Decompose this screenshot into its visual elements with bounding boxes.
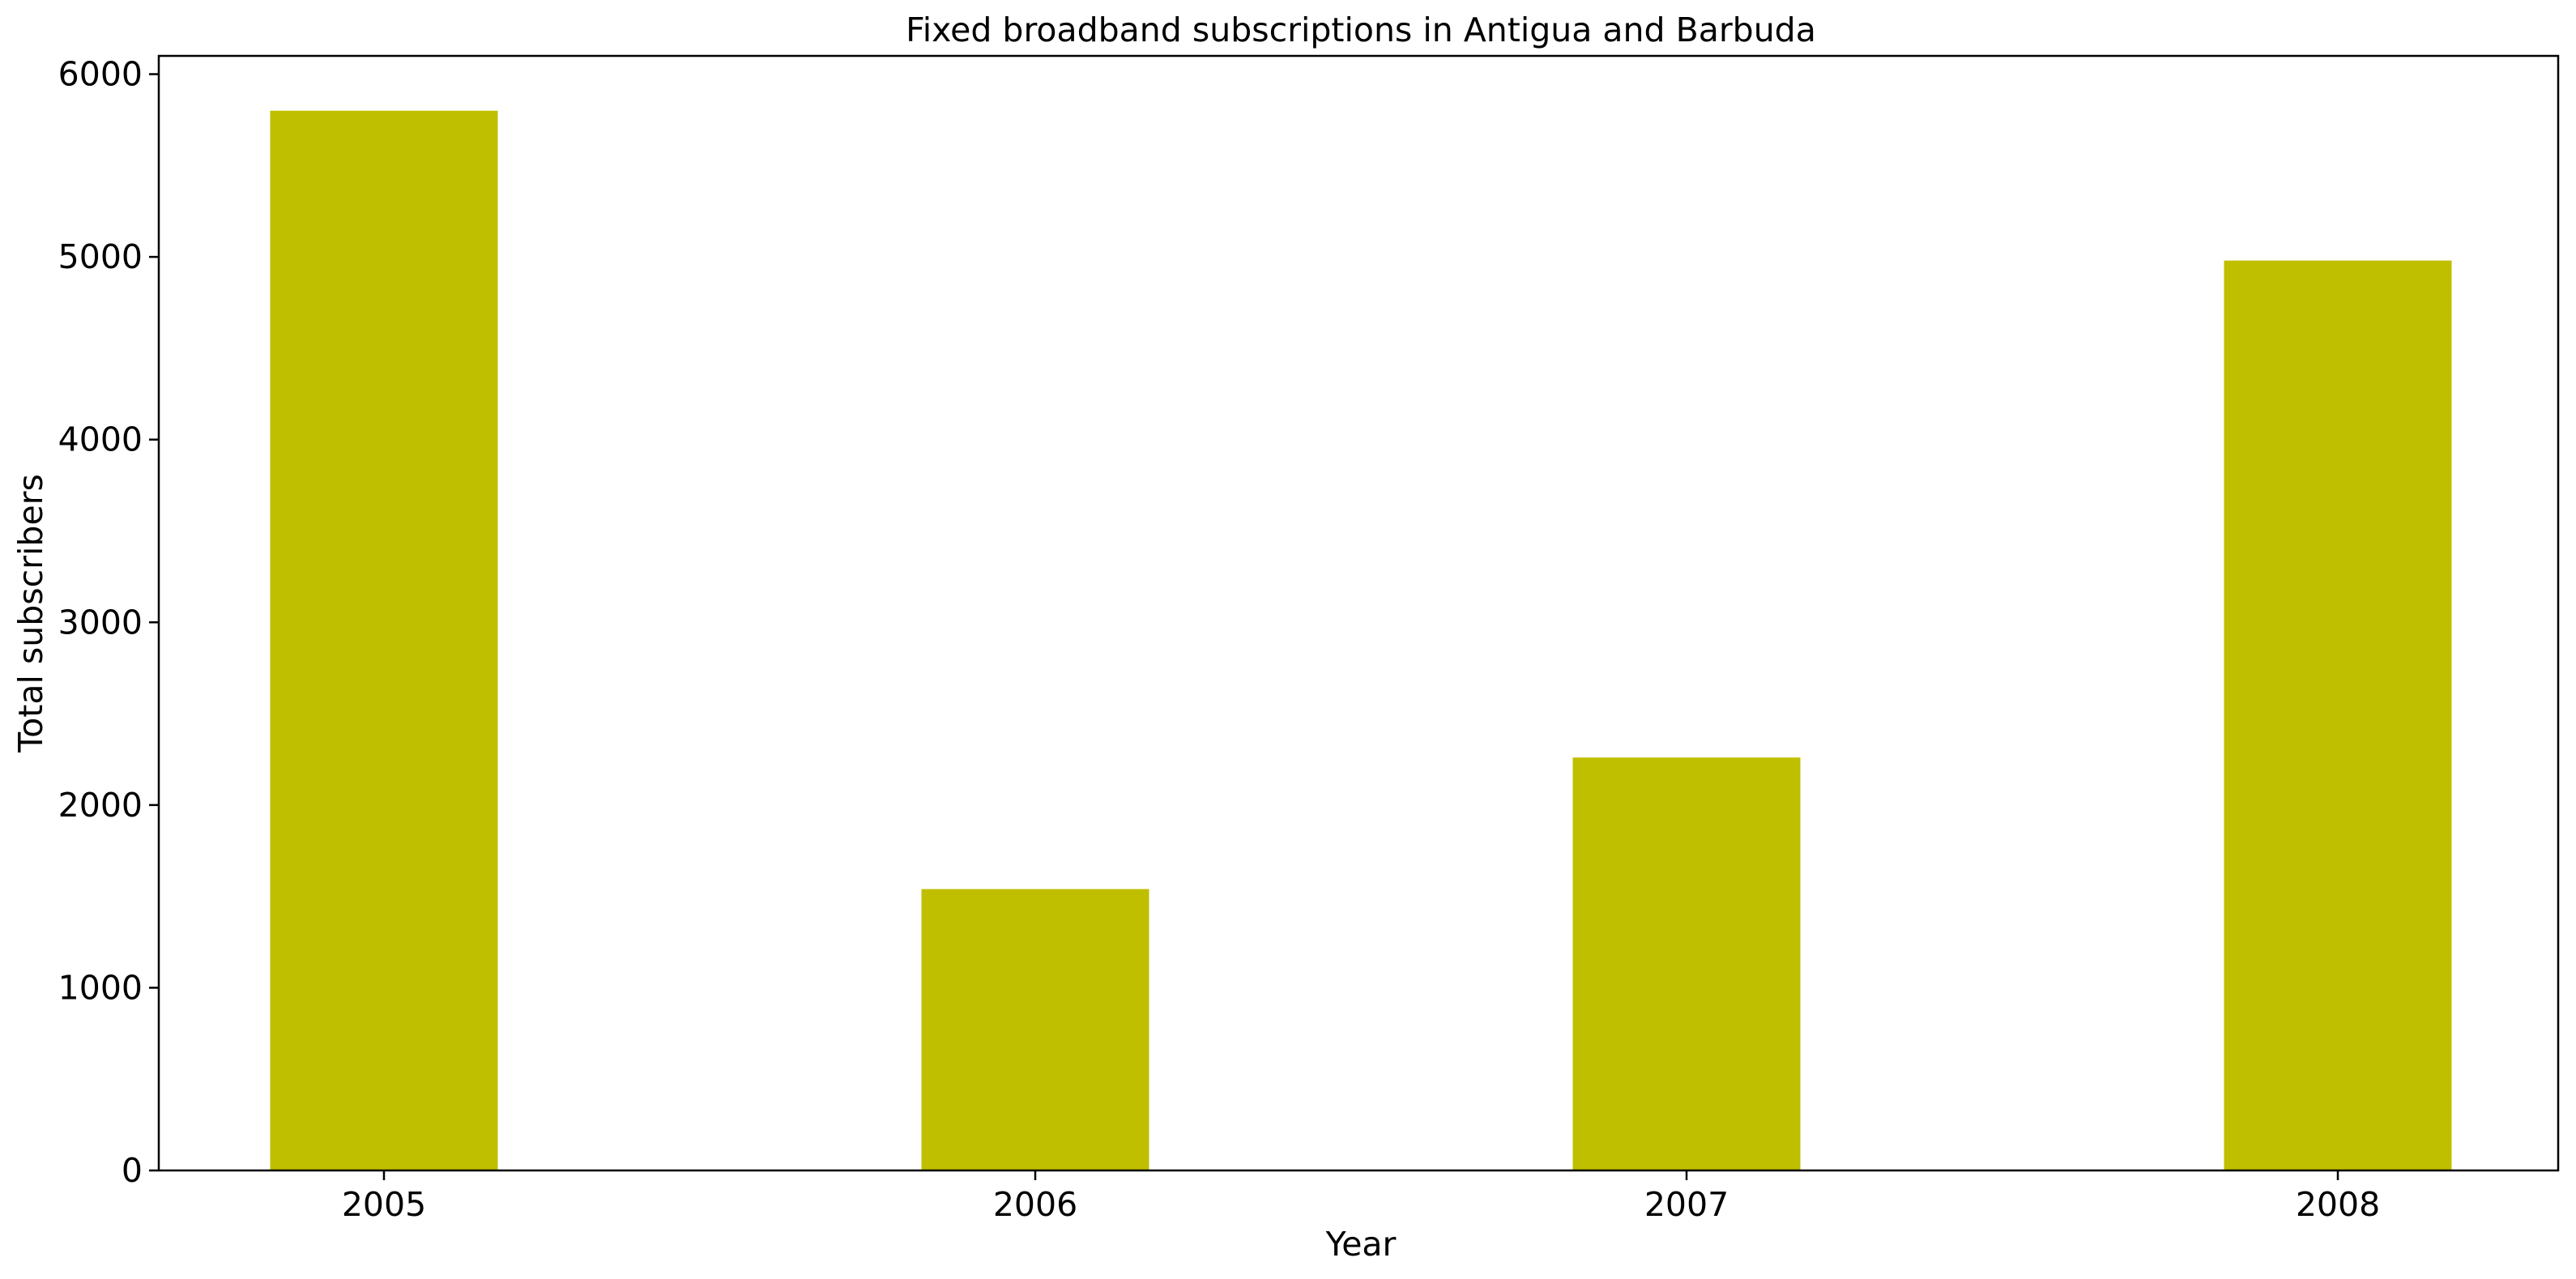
x-axis-label: Year	[1325, 1225, 1397, 1264]
bar-2007	[1572, 757, 1801, 1170]
y-tick-label-3000: 3000	[58, 603, 143, 642]
bar-2005	[270, 110, 498, 1171]
x-axis: 2005 2006 2007 2008	[342, 1170, 2380, 1224]
bar-2006	[921, 889, 1149, 1170]
bar-2008	[2224, 260, 2452, 1171]
x-tick-label-2008: 2008	[2296, 1185, 2380, 1224]
y-tick-label-5000: 5000	[58, 237, 143, 276]
y-tick-label-1000: 1000	[58, 968, 143, 1007]
plot-frame	[157, 54, 2560, 1172]
y-tick-label-4000: 4000	[58, 420, 143, 459]
y-tick-label-0: 0	[122, 1151, 143, 1190]
y-axis-label: Total subscribers	[11, 474, 50, 753]
x-tick-label-2007: 2007	[1644, 1185, 1729, 1224]
y-tick-label-2000: 2000	[58, 786, 143, 825]
x-tick-label-2005: 2005	[342, 1185, 426, 1224]
y-axis: 0 1000 2000 3000 4000 5000 6000	[58, 55, 159, 1190]
x-tick-label-2006: 2006	[993, 1185, 1077, 1224]
bars-group	[270, 110, 2452, 1171]
chart-title: Fixed broadband subscriptions in Antigua…	[906, 11, 1816, 49]
y-tick-label-6000: 6000	[58, 55, 143, 94]
